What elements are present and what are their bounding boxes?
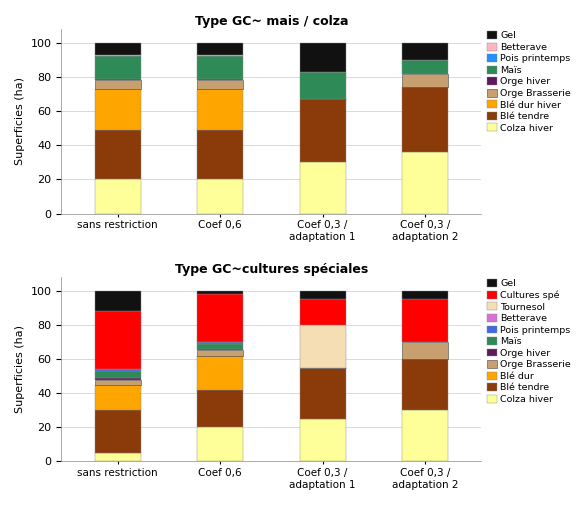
Legend: Gel, Betterave, Pois printemps, Maïs, Orge hiver, Orge Brasserie, Blé dur hiver,: Gel, Betterave, Pois printemps, Maïs, Or… bbox=[486, 30, 572, 134]
Bar bbox=[299, 99, 346, 162]
Bar bbox=[197, 80, 243, 89]
Bar bbox=[95, 371, 141, 378]
Bar bbox=[197, 130, 243, 179]
Bar bbox=[197, 179, 243, 214]
Bar bbox=[95, 179, 141, 214]
Bar bbox=[299, 325, 346, 368]
Title: Type GC~cultures spéciales: Type GC~cultures spéciales bbox=[175, 263, 368, 276]
Bar bbox=[95, 385, 141, 410]
Bar bbox=[402, 342, 448, 359]
Bar bbox=[299, 291, 346, 299]
Bar bbox=[402, 152, 448, 214]
Bar bbox=[402, 74, 448, 87]
Bar bbox=[299, 419, 346, 462]
Bar bbox=[95, 378, 141, 380]
Bar bbox=[95, 57, 141, 79]
Bar bbox=[95, 410, 141, 453]
Bar bbox=[402, 87, 448, 152]
Bar bbox=[197, 55, 243, 57]
Bar bbox=[299, 299, 346, 325]
Y-axis label: Superficies (ha): Superficies (ha) bbox=[15, 77, 25, 165]
Bar bbox=[197, 390, 243, 427]
Bar bbox=[197, 79, 243, 80]
Bar bbox=[197, 344, 243, 349]
Bar bbox=[197, 349, 243, 350]
Bar bbox=[402, 291, 448, 299]
Bar bbox=[95, 80, 141, 89]
Bar bbox=[95, 43, 141, 55]
Bar bbox=[95, 79, 141, 80]
Bar bbox=[299, 162, 346, 214]
Bar bbox=[197, 294, 243, 342]
Bar bbox=[197, 427, 243, 462]
Bar bbox=[197, 291, 243, 294]
Bar bbox=[197, 342, 243, 344]
Bar bbox=[299, 43, 346, 72]
Bar bbox=[95, 311, 141, 369]
Bar bbox=[299, 368, 346, 419]
Bar bbox=[197, 89, 243, 130]
Bar bbox=[197, 57, 243, 79]
Bar bbox=[95, 369, 141, 371]
Title: Type GC~ mais / colza: Type GC~ mais / colza bbox=[195, 15, 348, 28]
Bar bbox=[95, 291, 141, 311]
Bar bbox=[95, 453, 141, 462]
Y-axis label: Superficies (ha): Superficies (ha) bbox=[15, 325, 25, 413]
Bar bbox=[402, 60, 448, 74]
Bar bbox=[402, 410, 448, 462]
Legend: Gel, Cultures spé, Tournesol, Betterave, Pois printemps, Maïs, Orge hiver, Orge : Gel, Cultures spé, Tournesol, Betterave,… bbox=[486, 278, 572, 405]
Bar bbox=[402, 299, 448, 342]
Bar bbox=[402, 43, 448, 60]
Bar bbox=[197, 350, 243, 356]
Bar bbox=[95, 89, 141, 130]
Bar bbox=[197, 356, 243, 390]
Bar bbox=[95, 380, 141, 385]
Bar bbox=[402, 359, 448, 410]
Bar bbox=[299, 72, 346, 99]
Bar bbox=[95, 55, 141, 57]
Bar bbox=[95, 130, 141, 179]
Bar bbox=[197, 43, 243, 55]
